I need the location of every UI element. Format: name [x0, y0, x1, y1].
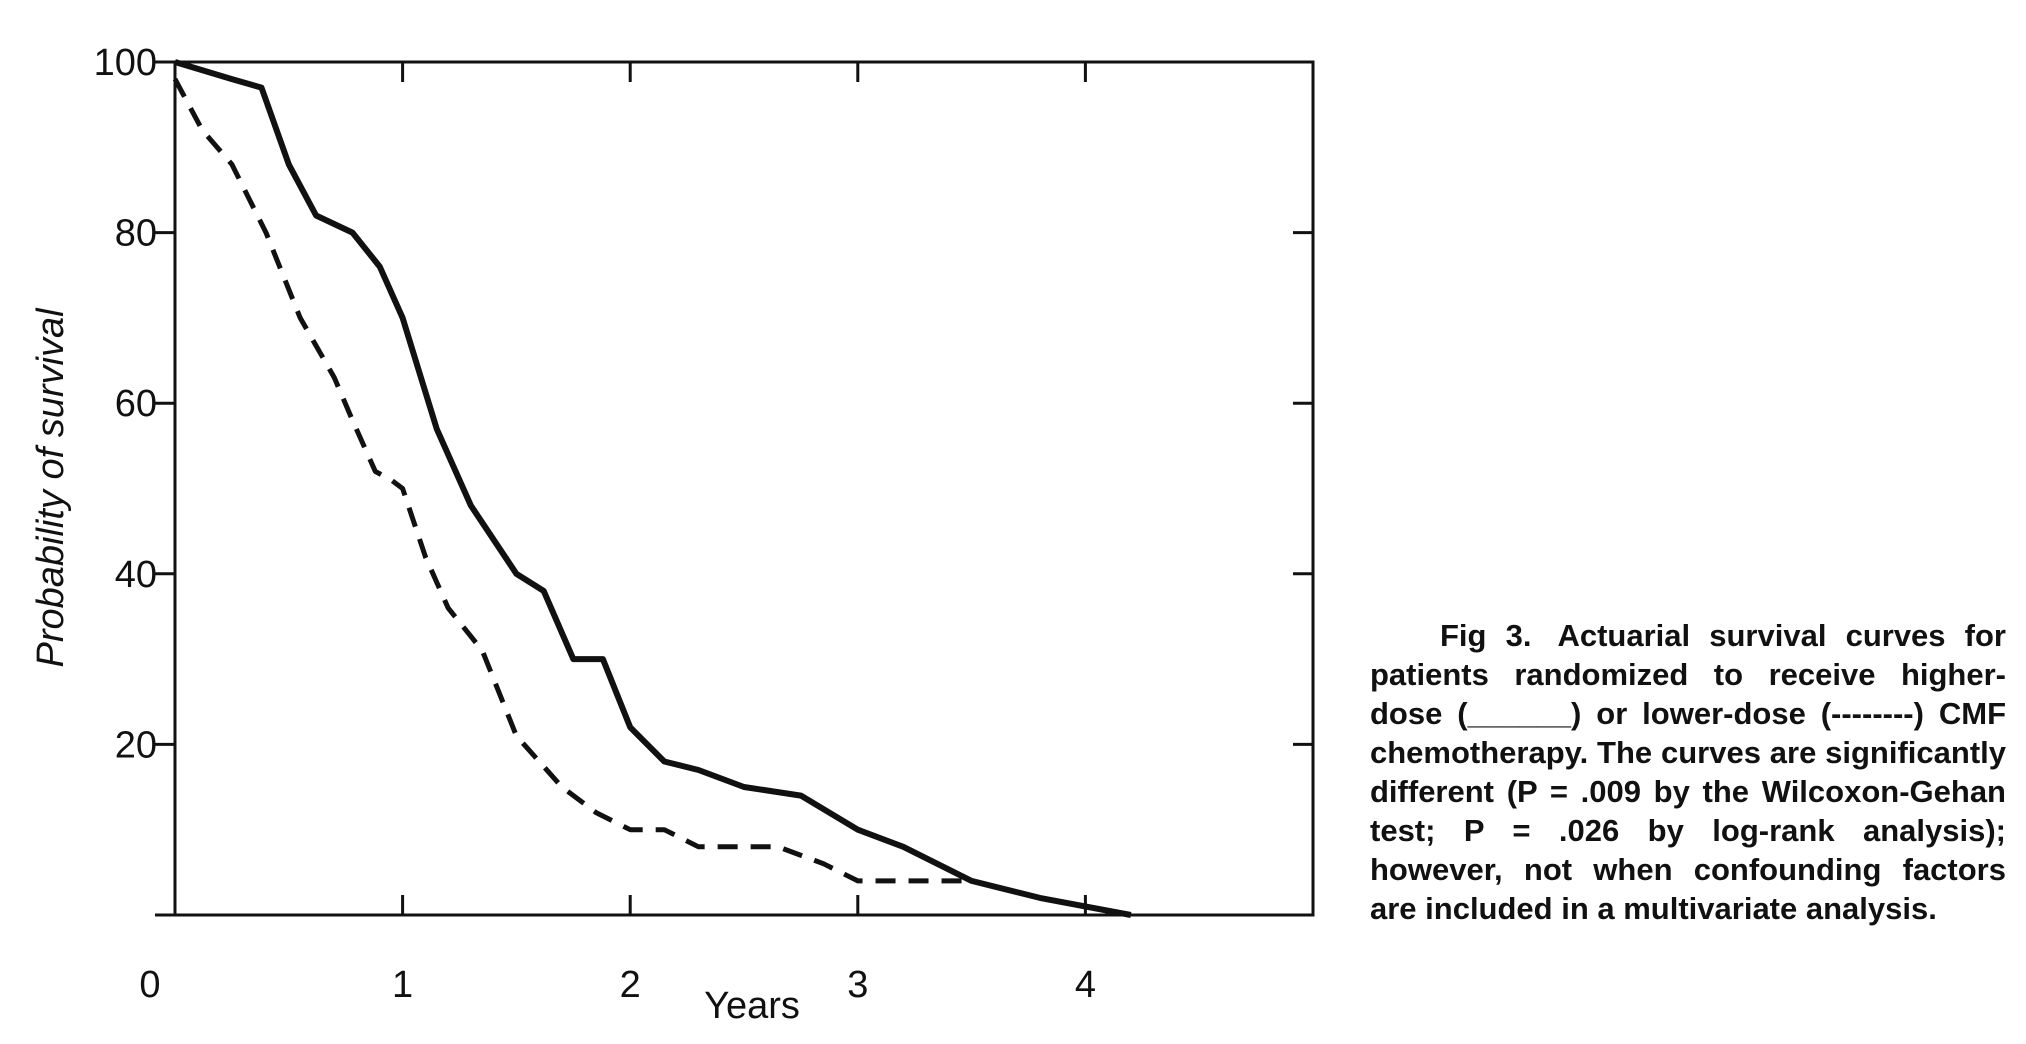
y-axis-title: Probability of survival	[30, 307, 72, 668]
y-tick-label-60: 60	[115, 383, 157, 425]
y-tick-label-100: 100	[94, 42, 157, 84]
y-tick-label-40: 40	[115, 554, 157, 596]
figure-label: Fig 3.	[1440, 618, 1532, 653]
origin-label: 0	[139, 964, 160, 1006]
axis-tick-labels: 1 2 3 4 20 40 60 80 100	[94, 42, 1096, 1006]
series-line-solid	[174, 59, 1132, 918]
plot-frame	[173, 60, 1315, 917]
x-tick-label-2: 2	[620, 964, 641, 1006]
figure-caption-text: Actuarial survival curves for patients r…	[1370, 618, 2006, 926]
y-tick-label-80: 80	[115, 213, 157, 255]
y-tick-label-20: 20	[115, 724, 157, 766]
x-tick-label-1: 1	[392, 964, 413, 1006]
series-line-dashed	[172, 77, 972, 884]
axis-ticks	[155, 60, 1315, 917]
x-tick-label-4: 4	[1075, 964, 1096, 1006]
x-tick-label-3: 3	[847, 964, 868, 1006]
figure-caption: Fig 3. Actuarial survival curves for pati…	[1370, 616, 2006, 928]
series-lines	[172, 59, 1132, 918]
x-axis-title: Years	[704, 985, 800, 1027]
